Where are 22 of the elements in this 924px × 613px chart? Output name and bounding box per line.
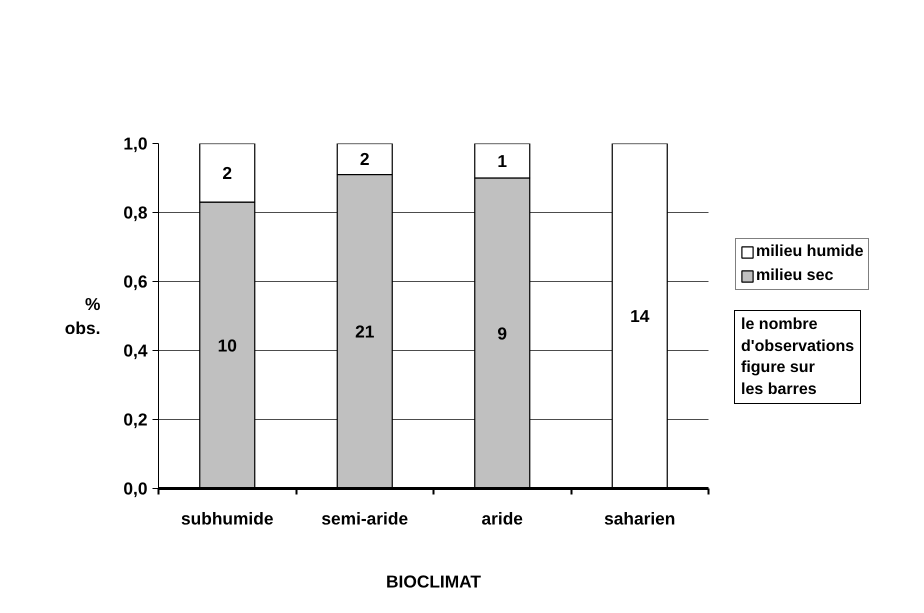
annotation: 9 <box>497 323 508 344</box>
x-tick-label: saharien <box>604 508 676 528</box>
y-tick-label: 0,8 <box>123 202 148 222</box>
y-tick-label: 1,0 <box>123 134 148 154</box>
legend-label: milieu sec <box>756 267 834 285</box>
x-tick-label: aride <box>482 508 524 528</box>
annotation: 10 <box>218 335 237 356</box>
y-tick-label: 0,6 <box>123 272 148 292</box>
y-tick-label: 0,2 <box>123 410 148 430</box>
y-tick-label: 0,4 <box>123 340 148 360</box>
annotation: 2 <box>360 149 370 170</box>
y-axis-title: % obs. <box>64 294 100 338</box>
x-axis-title: BIOCLIMAT <box>386 572 482 592</box>
legend-label: milieu humide <box>756 243 864 261</box>
annotation: 2 <box>222 162 232 183</box>
annotation: 21 <box>355 322 375 342</box>
y-tick-label: 0,0 <box>123 478 148 498</box>
x-tick-label: semi-aride <box>321 508 408 528</box>
annotation: 1 <box>497 150 508 171</box>
annotation: 14 <box>630 306 650 326</box>
x-tick-label: subhumide <box>181 508 274 528</box>
annotation: le nombre d'observations figure sur les barres <box>734 310 862 404</box>
